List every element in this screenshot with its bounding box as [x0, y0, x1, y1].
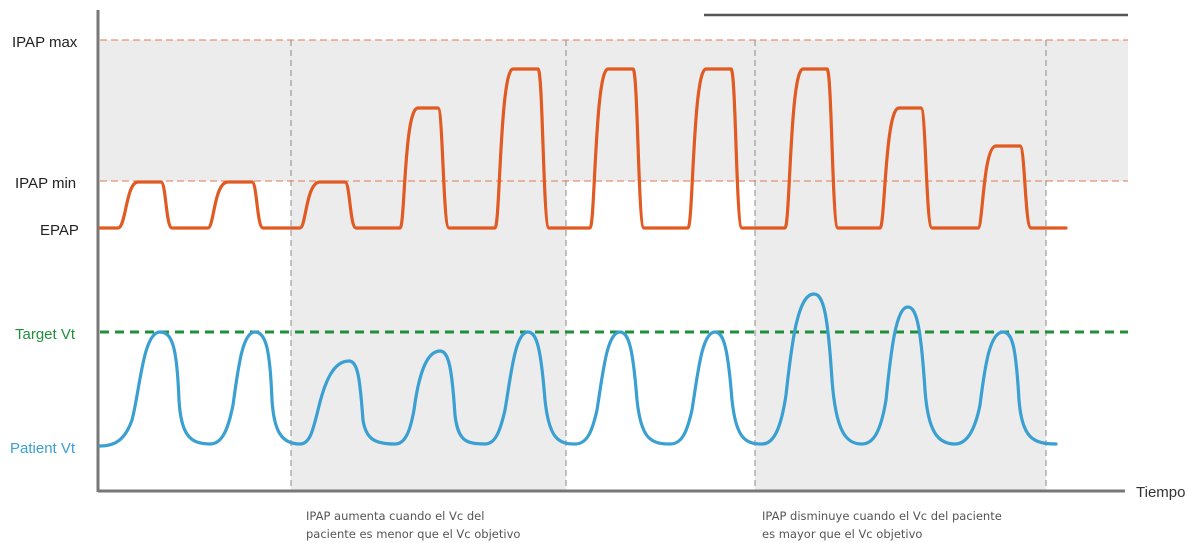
phase-separators [290, 40, 1047, 491]
ipap-max-label: IPAP max [12, 34, 78, 51]
time-axis-label: Tiempo [1136, 484, 1185, 501]
decrease-caption-line2: es mayor que el Vc objetivo [762, 527, 922, 541]
ipap-min-label: IPAP min [15, 175, 76, 192]
patient-vt-waveform [98, 292, 1058, 448]
target-vt-label: Target Vt [15, 326, 76, 343]
ipap-range-band [100, 40, 1128, 181]
increase-caption-line2: paciente es menor que el Vc objetivo [306, 527, 520, 541]
increase-phase-region [291, 181, 566, 491]
epap-label: EPAP [40, 222, 79, 239]
decrease-phase-region [755, 181, 1046, 491]
patient-vt-label: Patient Vt [10, 440, 76, 457]
decrease-caption-line1: IPAP disminuye cuando el Vc del paciente [762, 509, 1002, 523]
increase-caption-line1: IPAP aumenta cuando el Vc del [306, 509, 484, 523]
pressure-waveform [98, 67, 1068, 230]
